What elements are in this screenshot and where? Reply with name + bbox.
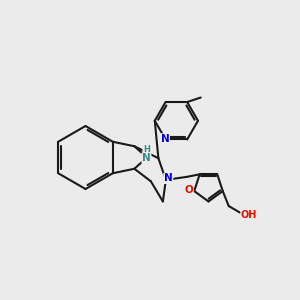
Text: H: H [143,146,150,154]
Text: N: N [142,153,151,163]
Text: N: N [164,173,173,183]
Text: N: N [160,134,169,144]
Text: O: O [184,185,193,196]
Text: OH: OH [241,210,257,220]
